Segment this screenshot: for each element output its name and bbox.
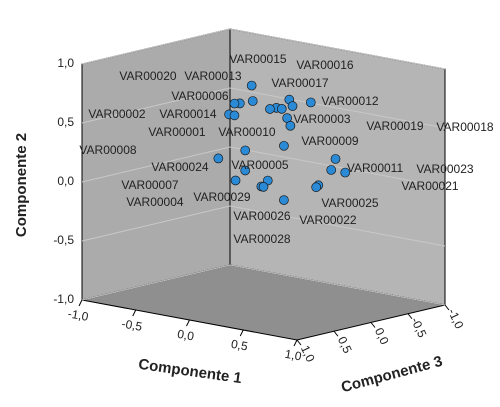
z-tick-label: 0,5 (335, 334, 355, 355)
point-label: VAR00018 (436, 120, 493, 134)
point-label: VAR00006 (171, 89, 228, 103)
point-label: VAR00011 (347, 161, 404, 175)
point (258, 182, 269, 192)
point-label: VAR00003 (293, 112, 350, 126)
point-label: VAR00028 (233, 232, 290, 246)
point-label: VAR00020 (119, 69, 176, 83)
point (279, 195, 289, 205)
y-tick-label: -0,5 (53, 233, 74, 247)
z-tick-label: 0,0 (372, 326, 392, 347)
x-tick-label: -1,0 (67, 306, 90, 323)
y-tick-label: -1,0 (53, 292, 74, 306)
point-label: VAR00017 (271, 76, 328, 90)
point (213, 153, 224, 164)
point-label: VAR00024 (151, 160, 208, 174)
point (340, 167, 351, 178)
x-tick (186, 319, 190, 327)
point (326, 165, 337, 175)
point (247, 96, 258, 106)
point-label: VAR00015 (229, 52, 286, 66)
point-label: VAR00014 (159, 107, 216, 121)
point-label: VAR00002 (88, 107, 145, 121)
z-tick-label: 1,0 (298, 343, 318, 364)
x-tick-label: 0,0 (176, 327, 195, 344)
z-tick-label: -1,0 (445, 306, 467, 331)
points: VAR00015 VAR00016 VAR00020 VAR00013 VAR00017… (79, 52, 493, 246)
x-tick (239, 329, 244, 337)
point-label: VAR00022 (299, 213, 356, 227)
point-label: VAR00009 (301, 134, 358, 148)
point-label: VAR00012 (321, 94, 378, 108)
x-tick (78, 299, 83, 307)
point-label: VAR00010 (218, 125, 275, 139)
grid-line (81, 205, 446, 247)
x-tick-label: 1,0 (284, 347, 303, 364)
grid-line (81, 146, 446, 188)
point-label: VAR00008 (79, 143, 136, 157)
z-axis-title: Componente 3 (339, 353, 444, 396)
point (311, 182, 322, 193)
point-label: VAR00021 (401, 179, 458, 193)
y-tick-label: 0,0 (57, 174, 74, 188)
point-label: VAR00026 (233, 209, 290, 223)
point (240, 145, 251, 156)
x-tick (293, 339, 298, 347)
point-label: VAR00013 (184, 69, 241, 83)
point (287, 101, 298, 111)
x-axis-title: Componente 1 (137, 356, 243, 387)
x-tick-label: -0,5 (120, 316, 143, 333)
point-label: VAR00007 (121, 178, 178, 192)
z-tick (407, 313, 413, 320)
x-tick-label: 0,5 (230, 337, 249, 354)
point-label: VAR00019 (366, 119, 423, 133)
point-label: VAR00016 (296, 58, 353, 72)
point (276, 103, 287, 114)
point-label: VAR00029 (193, 190, 250, 204)
y-tick-label: 0,5 (57, 115, 74, 129)
point (330, 154, 341, 164)
point (229, 110, 240, 121)
point (265, 104, 275, 114)
z-tick-label: -0,5 (408, 315, 430, 340)
point (279, 140, 289, 151)
y-tick-label: 1,0 (57, 56, 74, 70)
z-tick (370, 322, 376, 328)
point-label: VAR00005 (231, 158, 288, 172)
point (240, 165, 251, 176)
point (246, 80, 257, 91)
z-tick (444, 304, 450, 311)
point (229, 98, 240, 109)
z-tick (296, 339, 302, 346)
x-tick (132, 309, 137, 317)
point (285, 120, 296, 131)
point-label: VAR00001 (148, 125, 205, 139)
y-axis-title: Componente 2 (13, 133, 30, 237)
point-label: VAR00004 (126, 195, 183, 209)
point (230, 175, 241, 186)
grid-line (81, 28, 446, 70)
grid-line (81, 264, 446, 306)
z-tick (333, 330, 339, 337)
point-label: VAR00025 (321, 196, 378, 210)
grid-line (81, 87, 446, 129)
point-label: VAR00023 (416, 162, 473, 176)
point (305, 97, 316, 108)
